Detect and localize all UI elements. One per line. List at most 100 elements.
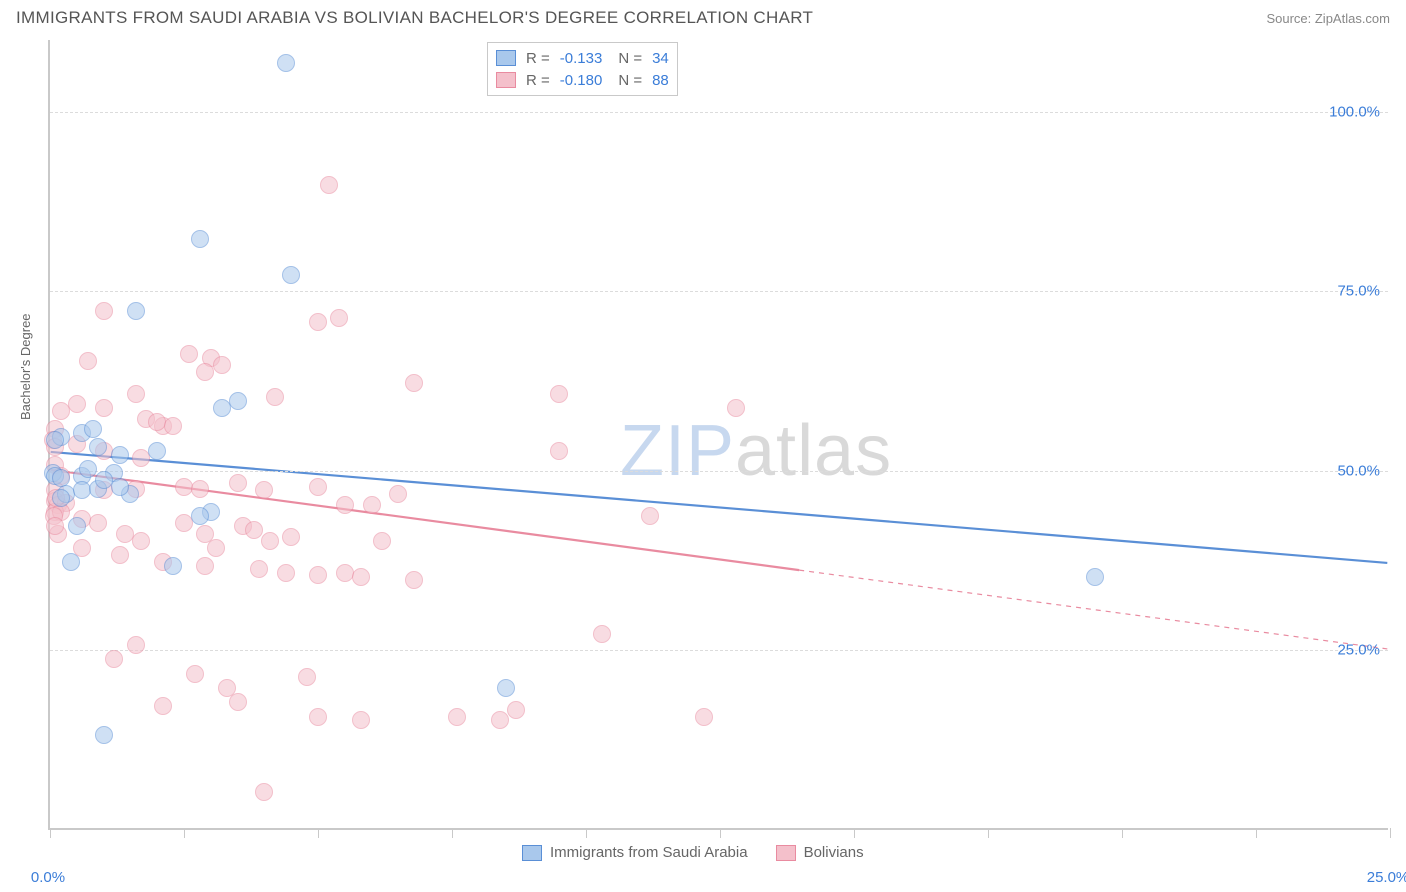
- data-point-bolivians: [330, 309, 348, 327]
- data-point-bolivians: [507, 701, 525, 719]
- y-tick-label: 75.0%: [1337, 283, 1380, 300]
- trend-lines: [50, 40, 1388, 828]
- data-point-saudi: [282, 266, 300, 284]
- data-point-saudi: [89, 438, 107, 456]
- x-tick: [452, 828, 453, 838]
- x-tick: [586, 828, 587, 838]
- chart-title: IMMIGRANTS FROM SAUDI ARABIA VS BOLIVIAN…: [16, 8, 813, 28]
- data-point-saudi: [1086, 568, 1104, 586]
- data-point-bolivians: [213, 356, 231, 374]
- data-point-bolivians: [309, 566, 327, 584]
- data-point-bolivians: [95, 399, 113, 417]
- gridline: [50, 112, 1388, 113]
- data-point-bolivians: [111, 546, 129, 564]
- data-point-bolivians: [245, 521, 263, 539]
- data-point-bolivians: [127, 636, 145, 654]
- data-point-bolivians: [448, 708, 466, 726]
- data-point-saudi: [191, 507, 209, 525]
- watermark-atlas: atlas: [735, 411, 892, 491]
- x-tick: [1122, 828, 1123, 838]
- legend-swatch: [776, 845, 796, 861]
- correlation-legend: R =-0.133N =34R =-0.180N =88: [487, 42, 678, 96]
- data-point-bolivians: [186, 665, 204, 683]
- data-point-bolivians: [68, 395, 86, 413]
- data-point-bolivians: [363, 496, 381, 514]
- data-point-saudi: [213, 399, 231, 417]
- series-legend: Immigrants from Saudi Arabia Bolivians: [522, 844, 864, 861]
- data-point-bolivians: [352, 568, 370, 586]
- legend-n-value: 34: [652, 50, 669, 67]
- data-point-bolivians: [309, 313, 327, 331]
- legend-swatch: [522, 845, 542, 861]
- legend-swatch: [496, 72, 516, 88]
- data-point-bolivians: [336, 496, 354, 514]
- legend-swatch: [496, 50, 516, 66]
- data-point-bolivians: [229, 474, 247, 492]
- data-point-bolivians: [164, 417, 182, 435]
- data-point-bolivians: [180, 345, 198, 363]
- data-point-bolivians: [320, 176, 338, 194]
- data-point-saudi: [68, 517, 86, 535]
- data-point-saudi: [95, 726, 113, 744]
- data-point-bolivians: [255, 783, 273, 801]
- gridline: [50, 471, 1388, 472]
- legend-r-label: R =: [526, 50, 550, 67]
- data-point-saudi: [127, 302, 145, 320]
- data-point-bolivians: [491, 711, 509, 729]
- data-point-bolivians: [148, 413, 166, 431]
- data-point-saudi: [229, 392, 247, 410]
- data-point-bolivians: [309, 708, 327, 726]
- data-point-bolivians: [373, 532, 391, 550]
- legend-row-bolivians: R =-0.180N =88: [496, 69, 669, 91]
- data-point-bolivians: [250, 560, 268, 578]
- data-point-saudi: [111, 478, 129, 496]
- y-tick-label: 25.0%: [1337, 642, 1380, 659]
- x-tick: [184, 828, 185, 838]
- legend-label: Immigrants from Saudi Arabia: [550, 844, 748, 861]
- data-point-bolivians: [550, 442, 568, 460]
- data-point-bolivians: [282, 528, 300, 546]
- data-point-bolivians: [405, 571, 423, 589]
- data-point-saudi: [164, 557, 182, 575]
- x-tick: [988, 828, 989, 838]
- legend-r-label: R =: [526, 72, 550, 89]
- watermark-zip: ZIP: [620, 411, 735, 491]
- data-point-bolivians: [105, 650, 123, 668]
- data-point-bolivians: [405, 374, 423, 392]
- data-point-bolivians: [641, 507, 659, 525]
- source-name: ZipAtlas.com: [1315, 11, 1390, 26]
- data-point-bolivians: [727, 399, 745, 417]
- data-point-bolivians: [229, 693, 247, 711]
- data-point-saudi: [52, 469, 70, 487]
- legend-item-saudi: Immigrants from Saudi Arabia: [522, 844, 748, 861]
- data-point-bolivians: [298, 668, 316, 686]
- data-point-bolivians: [191, 480, 209, 498]
- data-point-saudi: [191, 230, 209, 248]
- data-point-bolivians: [593, 625, 611, 643]
- x-tick-label: 0.0%: [31, 869, 65, 886]
- data-point-bolivians: [261, 532, 279, 550]
- data-point-saudi: [79, 460, 97, 478]
- data-point-bolivians: [266, 388, 284, 406]
- x-tick: [1256, 828, 1257, 838]
- data-point-bolivians: [277, 564, 295, 582]
- legend-row-saudi: R =-0.133N =34: [496, 47, 669, 69]
- data-point-bolivians: [352, 711, 370, 729]
- gridline: [50, 291, 1388, 292]
- data-point-bolivians: [127, 385, 145, 403]
- data-point-bolivians: [550, 385, 568, 403]
- data-point-bolivians: [89, 514, 107, 532]
- x-tick: [50, 828, 51, 838]
- data-point-bolivians: [154, 697, 172, 715]
- x-tick: [318, 828, 319, 838]
- data-point-bolivians: [79, 352, 97, 370]
- data-point-bolivians: [52, 402, 70, 420]
- x-tick: [1390, 828, 1391, 838]
- source-prefix: Source:: [1266, 11, 1314, 26]
- legend-n-value: 88: [652, 72, 669, 89]
- data-point-bolivians: [132, 532, 150, 550]
- scatter-chart: ZIPatlas R =-0.133N =34R =-0.180N =88 25…: [48, 40, 1388, 830]
- data-point-bolivians: [309, 478, 327, 496]
- legend-label: Bolivians: [804, 844, 864, 861]
- data-point-saudi: [52, 489, 70, 507]
